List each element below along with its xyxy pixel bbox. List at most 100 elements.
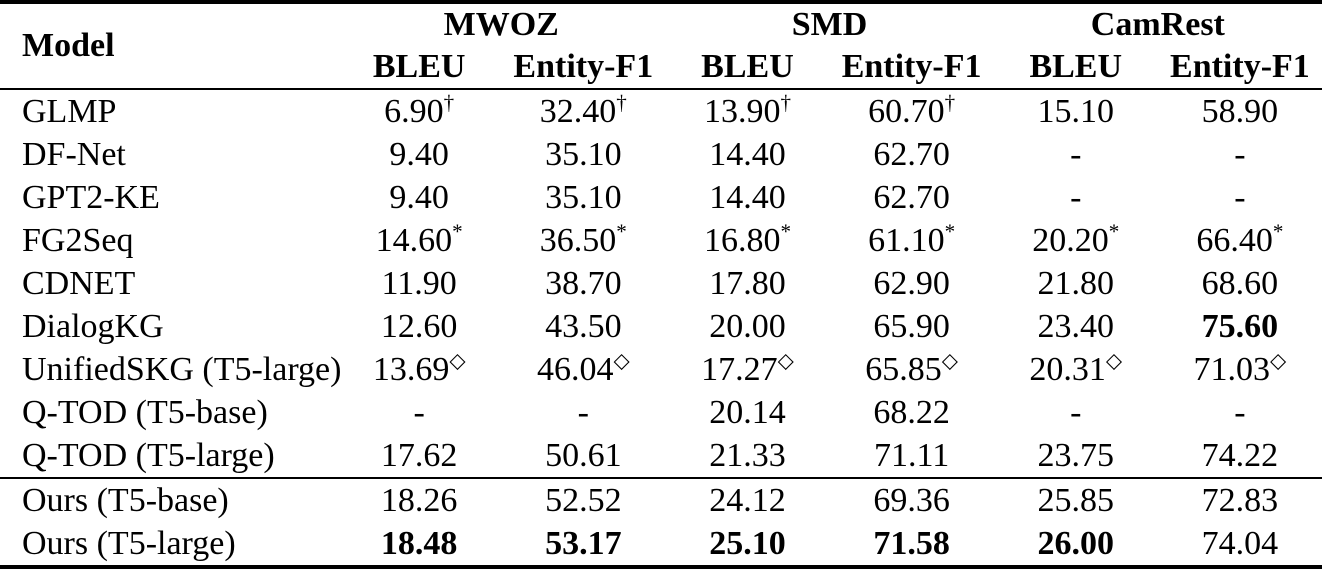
superscript-mark: ◇	[1105, 348, 1123, 373]
value-cell: 14.40	[709, 135, 786, 173]
column-header-model: Model	[0, 2, 338, 90]
value-cell: 18.26	[337, 477, 502, 522]
value-cell: 17.80	[709, 264, 786, 302]
table-row: Ours (T5-base) 18.26 52.52 24.12 69.36 25.85 7…	[0, 477, 1322, 522]
value-cell: 65.90	[873, 307, 950, 345]
column-group-mwoz: MWOZ	[443, 6, 559, 44]
table-row: Q-TOD (T5-base) - - 20.14 68.22 - -	[0, 391, 1322, 434]
superscript-mark: *	[944, 219, 956, 244]
subheader-mwoz-bleu: BLEU	[337, 46, 502, 90]
superscript-mark: †	[443, 90, 455, 115]
value-cell: 65.85◇	[865, 348, 958, 388]
model-name: UnifiedSKG (T5-large)	[22, 350, 342, 388]
table-row: DF-Net 9.40 35.10 14.40 62.70 - -	[0, 133, 1322, 176]
value-cell: 17.62	[380, 436, 458, 474]
value-cell: 43.50	[545, 307, 622, 345]
value-cell: 35.10	[545, 178, 622, 216]
model-name: GPT2-KE	[22, 178, 160, 216]
table-row: GPT2-KE 9.40 35.10 14.40 62.70 - -	[0, 176, 1322, 219]
subheader-smd-entity-f1: Entity-F1	[829, 46, 994, 90]
value-cell: 15.10	[1037, 92, 1114, 130]
value-cell: 20.31◇	[1029, 348, 1123, 388]
value-cell: 71.58	[873, 524, 950, 562]
value-cell: -	[1070, 393, 1082, 431]
superscript-mark: ◇	[941, 348, 958, 373]
table-row: UnifiedSKG (T5-large) 13.69◇ 46.04◇ 17.27◇ 6…	[0, 348, 1322, 391]
value-cell: 53.17	[545, 524, 622, 562]
value-cell: 14.40	[709, 178, 786, 216]
value-cell: 58.90	[1201, 92, 1279, 130]
superscript-mark: *	[1272, 219, 1284, 244]
value-cell: 26.00	[1037, 524, 1114, 562]
value-cell: -	[1234, 393, 1246, 431]
value-cell: 66.40*	[1196, 219, 1284, 259]
value-cell: 25.10	[709, 524, 786, 562]
value-cell: -	[577, 393, 589, 431]
value-cell: 9.40	[389, 178, 449, 216]
value-cell: 68.22	[873, 393, 950, 431]
value-cell: 13.90†	[703, 90, 791, 130]
value-cell: 71.03◇	[1193, 348, 1287, 388]
value-cell: 62.70	[873, 178, 950, 216]
value-cell: -	[1234, 135, 1246, 173]
superscript-mark: ◇	[1270, 348, 1287, 373]
superscript-mark: ◇	[449, 348, 466, 373]
table-row: GLMP 6.90† 32.40† 13.90† 60.70† 15.10 58.90	[0, 89, 1322, 133]
superscript-mark: ◇	[777, 348, 794, 373]
value-cell: 9.40	[389, 135, 449, 173]
superscript-mark: †	[944, 90, 956, 115]
value-cell: 21.33	[709, 436, 786, 474]
value-cell: 20.00	[709, 307, 786, 345]
value-cell: 72.83	[1157, 477, 1322, 522]
value-cell: 38.70	[545, 264, 622, 302]
value-cell: -	[1234, 178, 1246, 216]
value-cell: -	[1070, 135, 1082, 173]
superscript-mark: *	[780, 219, 791, 244]
value-cell: 13.69◇	[372, 348, 466, 388]
model-name: CDNET	[22, 264, 136, 302]
value-cell: 62.70	[873, 135, 950, 173]
value-cell: 69.36	[829, 477, 994, 522]
superscript-mark: ◇	[613, 348, 630, 373]
superscript-mark: †	[780, 90, 791, 115]
subheader-mwoz-entity-f1: Entity-F1	[501, 46, 666, 90]
superscript-mark: *	[616, 219, 627, 244]
model-name: Ours (T5-large)	[22, 524, 236, 562]
header-group-row: Model MWOZ SMD CamRest	[0, 2, 1322, 90]
model-name: Q-TOD (T5-base)	[22, 393, 268, 431]
value-cell: 35.10	[545, 135, 622, 173]
value-cell: 18.48	[380, 524, 458, 562]
superscript-mark: *	[1108, 219, 1120, 244]
value-cell: 11.90	[381, 264, 457, 302]
model-name: DialogKG	[22, 307, 164, 345]
value-cell: 12.60	[380, 307, 458, 345]
subheader-camrest-bleu: BLEU	[993, 46, 1158, 90]
value-cell: -	[1070, 178, 1082, 216]
value-cell: 20.20*	[1032, 219, 1120, 259]
value-cell: 17.27◇	[701, 348, 794, 388]
superscript-mark: *	[452, 219, 463, 244]
value-cell: -	[413, 393, 425, 431]
value-cell: 23.40	[1037, 307, 1114, 345]
value-cell: 20.14	[709, 393, 786, 431]
value-cell: 46.04◇	[536, 348, 630, 388]
value-cell: 25.85	[993, 477, 1158, 522]
value-cell: 36.50*	[539, 219, 627, 259]
value-cell: 21.80	[1037, 264, 1114, 302]
subheader-smd-bleu: BLEU	[665, 46, 830, 90]
table-row: Q-TOD (T5-large) 17.62 50.61 21.33 71.11 23.7…	[0, 434, 1322, 478]
table-row: FG2Seq 14.60* 36.50* 16.80* 61.10* 20.20* 66.4…	[0, 219, 1322, 262]
value-cell: 23.75	[1037, 436, 1114, 474]
value-cell: 62.90	[873, 264, 950, 302]
table-body: GLMP 6.90† 32.40† 13.90† 60.70† 15.10 58.90 DF-…	[0, 89, 1322, 567]
value-cell: 60.70†	[868, 90, 956, 130]
table-row: CDNET 11.90 38.70 17.80 62.90 21.80 68.60	[0, 262, 1322, 305]
subheader-camrest-entity-f1: Entity-F1	[1157, 46, 1322, 90]
value-cell: 24.12	[665, 477, 830, 522]
model-name: Q-TOD (T5-large)	[22, 436, 275, 474]
value-cell: 6.90†	[384, 90, 455, 130]
model-name: GLMP	[22, 92, 117, 130]
value-cell: 32.40†	[539, 90, 627, 130]
